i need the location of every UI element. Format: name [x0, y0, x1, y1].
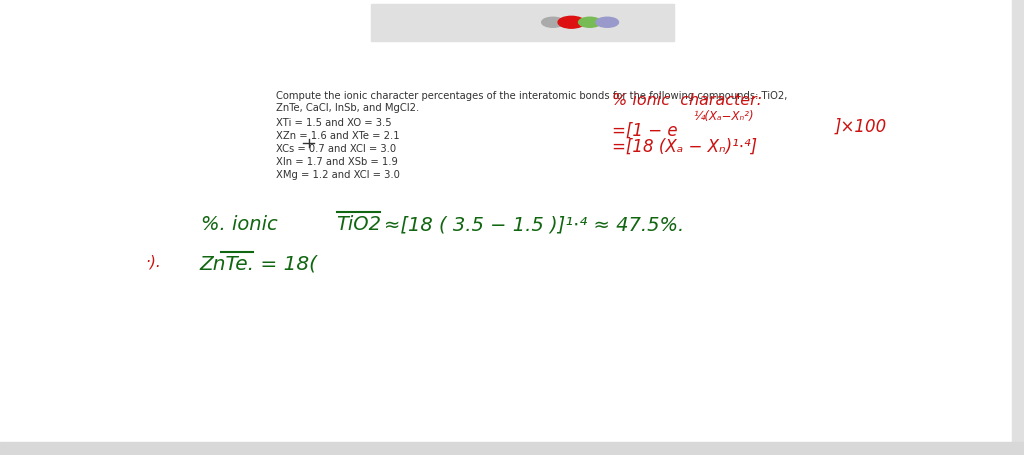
Text: ↗: ↗ [417, 18, 427, 28]
Text: ▣: ▣ [482, 17, 495, 30]
Text: ]×100: ]×100 [835, 118, 887, 136]
Text: ≈[18 ( 3.5 − 1.5 )]¹⋅⁴ ≈ 47.5%.: ≈[18 ( 3.5 − 1.5 )]¹⋅⁴ ≈ 47.5%. [384, 215, 684, 234]
Text: TiO2: TiO2 [336, 215, 381, 234]
Text: Compute the ionic character percentages of the interatomic bonds for the followi: Compute the ionic character percentages … [275, 91, 787, 101]
Text: XTi = 1.5 and XO = 3.5: XTi = 1.5 and XO = 3.5 [275, 118, 391, 128]
Text: ✏: ✏ [430, 17, 440, 30]
Text: % ionic  character:: % ionic character: [612, 92, 762, 107]
Text: XZn = 1.6 and XTe = 2.1: XZn = 1.6 and XTe = 2.1 [275, 131, 399, 141]
Text: ZnTe. = 18(: ZnTe. = 18( [200, 253, 317, 273]
Text: A: A [471, 18, 479, 28]
Text: %. ionic: %. ionic [201, 215, 278, 234]
Text: =[18 (Xₐ − Xₙ)¹⋅⁴]: =[18 (Xₐ − Xₙ)¹⋅⁴] [612, 137, 757, 156]
Text: =[1 − e: =[1 − e [612, 122, 678, 140]
Text: ↺: ↺ [385, 16, 397, 30]
Text: ↻: ↻ [400, 16, 413, 30]
Text: ✂: ✂ [444, 17, 455, 30]
Text: XCs = 0.7 and XCl = 3.0: XCs = 0.7 and XCl = 3.0 [275, 143, 395, 153]
Text: XMg = 1.2 and XCl = 3.0: XMg = 1.2 and XCl = 3.0 [275, 169, 399, 179]
Text: /: / [461, 17, 465, 30]
Text: ZnTe, CaCl, InSb, and MgCl2.: ZnTe, CaCl, InSb, and MgCl2. [275, 103, 419, 113]
Text: ¼(Xₐ−Xₙ²): ¼(Xₐ−Xₙ²) [693, 110, 754, 122]
Text: XIn = 1.7 and XSb = 1.9: XIn = 1.7 and XSb = 1.9 [275, 156, 397, 166]
Text: ·).: ·). [145, 253, 161, 268]
